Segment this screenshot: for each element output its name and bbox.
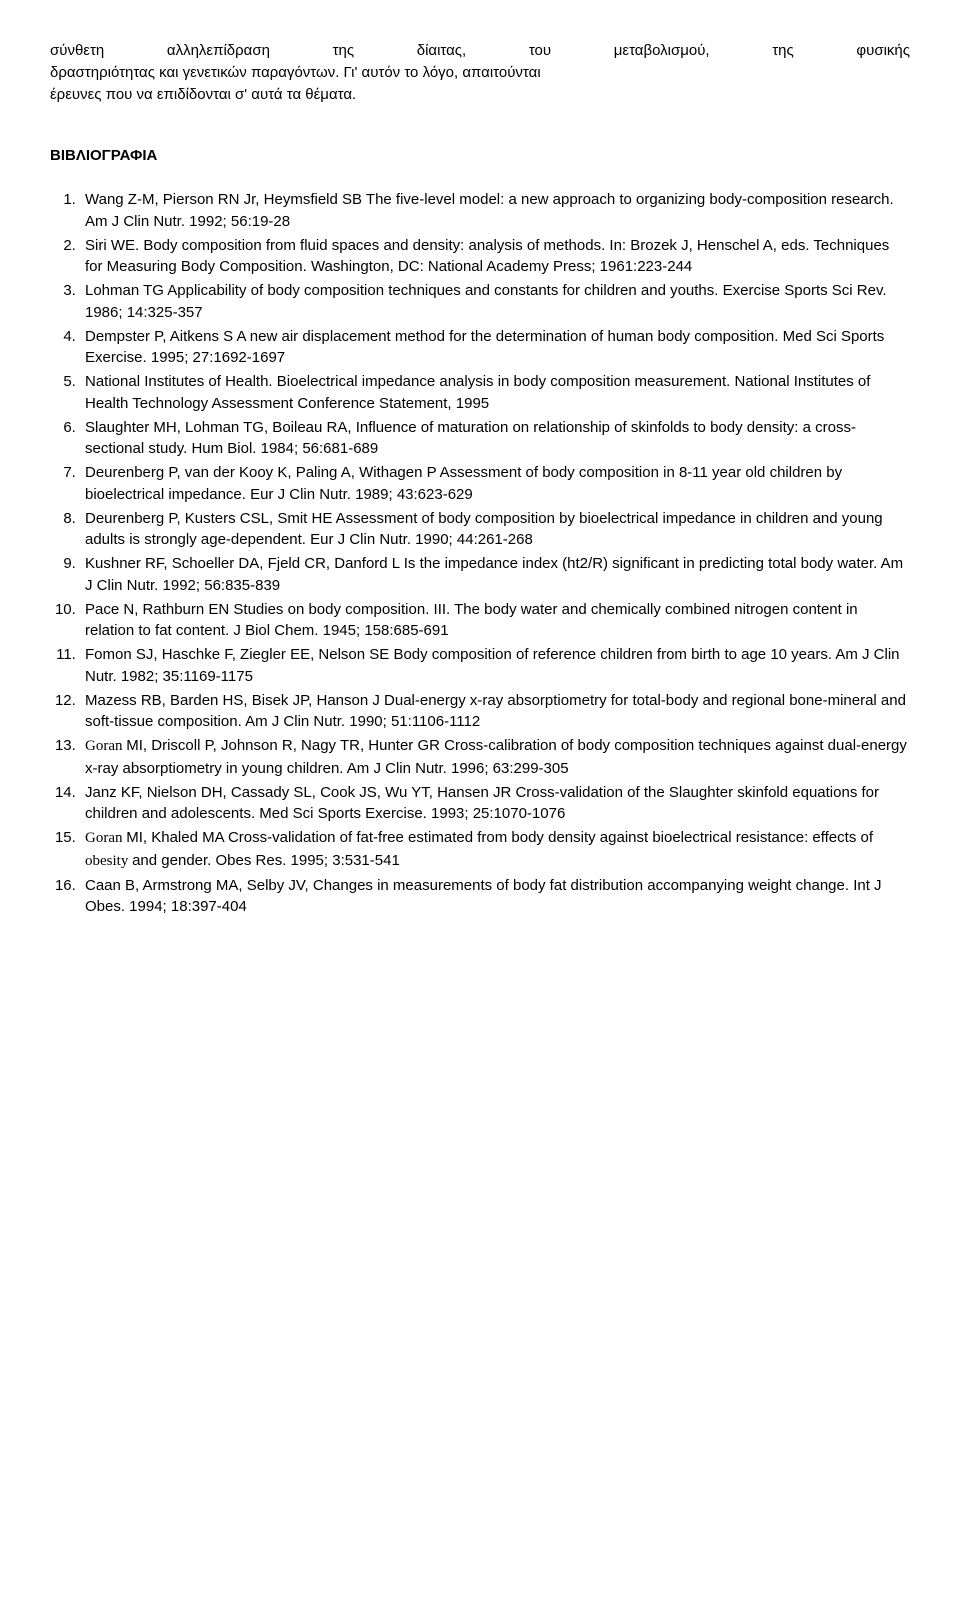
intro-line3: έρευνες που να επιδίδονται σ' αυτά τα θέ…	[50, 84, 910, 106]
intro-line2: δραστηριότητας και γενετικών παραγόντων.…	[50, 62, 910, 84]
bibliography-title: ΒΙΒΛΙΟΓΡΑΦΙΑ	[50, 145, 910, 167]
reference-item: Siri WE. Body composition from fluid spa…	[80, 235, 910, 279]
intro-paragraph: σύνθετηαλληλεπίδρασητηςδίαιτας,τουμεταβο…	[50, 40, 910, 105]
ref13-prefix: Goran	[85, 738, 126, 754]
reference-item: National Institutes of Health. Bioelectr…	[80, 371, 910, 415]
ref13-body: MI, Driscoll P, Johnson R, Nagy TR, Hunt…	[85, 737, 907, 777]
reference-item: Dempster P, Aitkens S A new air displace…	[80, 326, 910, 370]
intro-line1: σύνθετηαλληλεπίδρασητηςδίαιτας,τουμεταβο…	[50, 40, 910, 62]
reference-item: Caan B, Armstrong MA, Selby JV, Changes …	[80, 875, 910, 919]
ref15-mid: obesity	[85, 853, 132, 869]
reference-item: Kushner RF, Schoeller DA, Fjeld CR, Danf…	[80, 553, 910, 597]
ref15-prefix: Goran	[85, 830, 126, 846]
reference-item: Lohman TG Applicability of body composit…	[80, 280, 910, 324]
ref15-body2: and gender. Obes Res. 1995; 3:531-541	[132, 852, 400, 869]
reference-list: Wang Z-M, Pierson RN Jr, Heymsfield SB T…	[50, 189, 910, 918]
reference-item: Deurenberg P, van der Kooy K, Paling A, …	[80, 462, 910, 506]
reference-item: Goran MI, Driscoll P, Johnson R, Nagy TR…	[80, 735, 910, 780]
reference-item: Deurenberg P, Kusters CSL, Smit HE Asses…	[80, 508, 910, 552]
reference-item: Janz KF, Nielson DH, Cassady SL, Cook JS…	[80, 782, 910, 826]
reference-item: Pace N, Rathburn EN Studies on body comp…	[80, 599, 910, 643]
reference-item: Fomon SJ, Haschke F, Ziegler EE, Nelson …	[80, 644, 910, 688]
reference-item: Slaughter MH, Lohman TG, Boileau RA, Inf…	[80, 417, 910, 461]
reference-item: Goran MI, Khaled MA Cross-validation of …	[80, 827, 910, 873]
reference-item: Mazess RB, Barden HS, Bisek JP, Hanson J…	[80, 690, 910, 734]
reference-item: Wang Z-M, Pierson RN Jr, Heymsfield SB T…	[80, 189, 910, 233]
ref15-body1: MI, Khaled MA Cross-validation of fat-fr…	[126, 829, 873, 846]
